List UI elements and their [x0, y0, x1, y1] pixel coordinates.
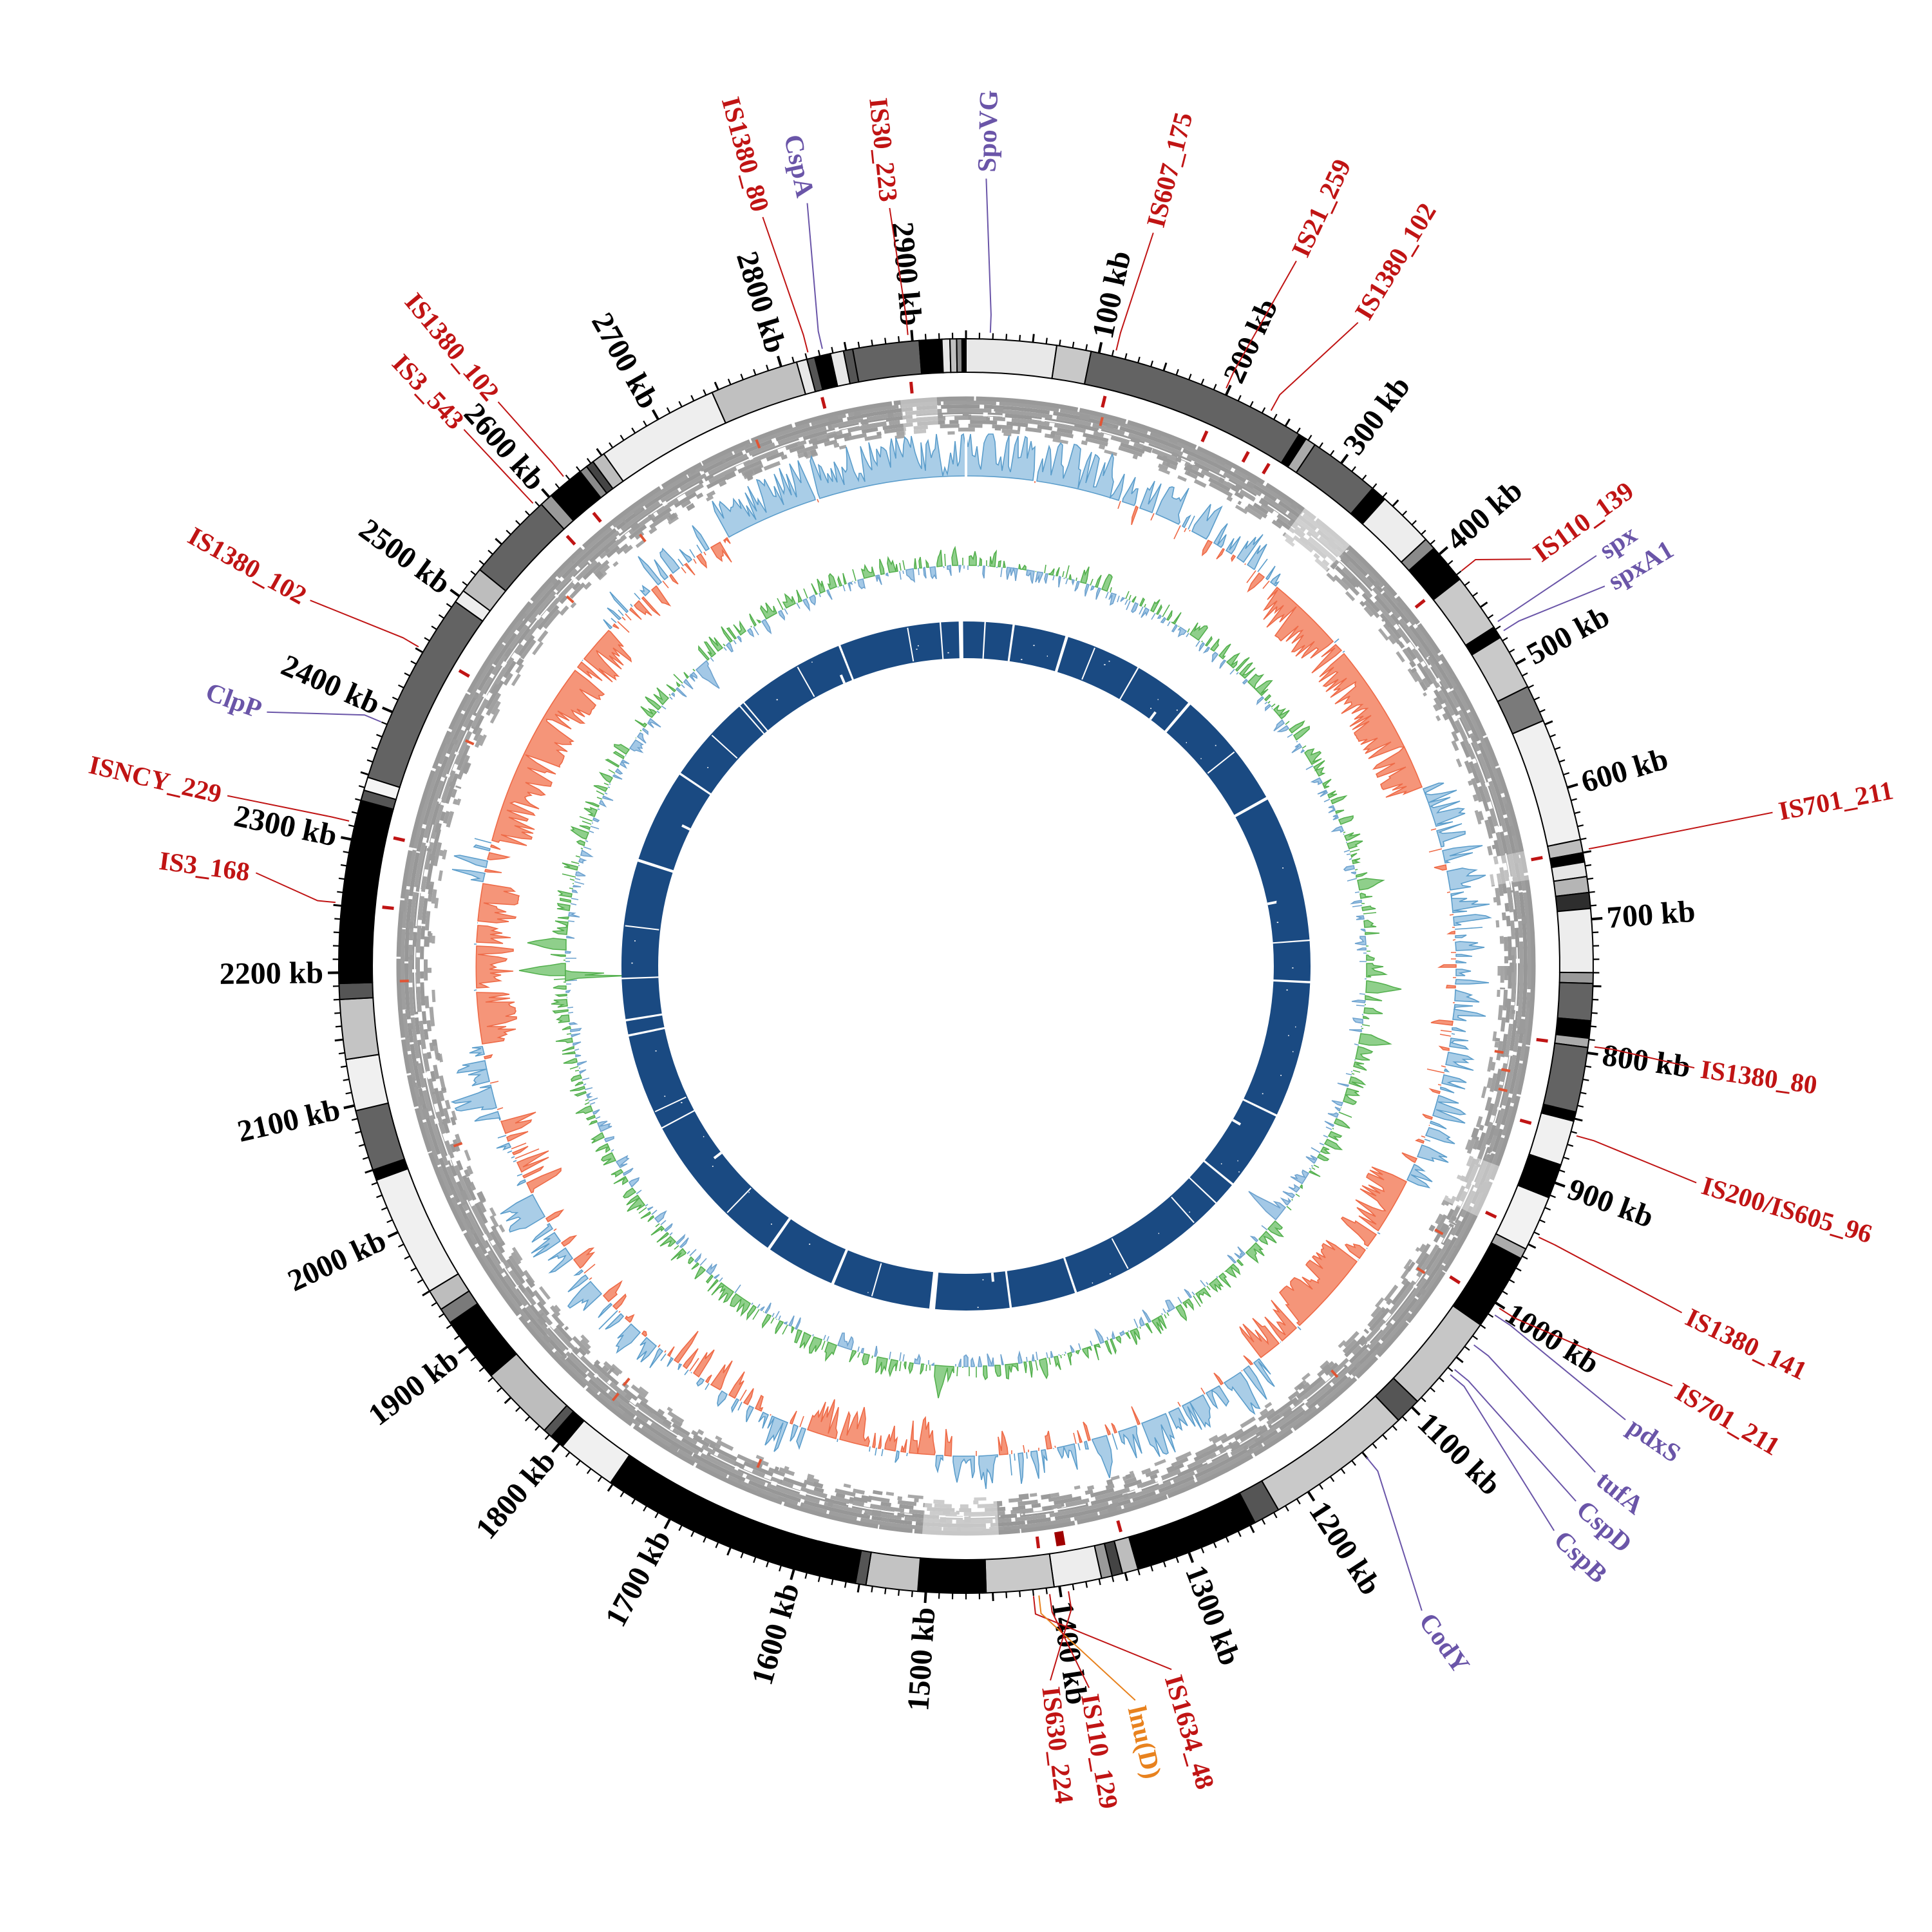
svg-text:SpoVG: SpoVG — [972, 90, 1003, 173]
svg-text:2200 kb: 2200 kb — [219, 956, 323, 991]
svg-text:700 kb: 700 kb — [1605, 895, 1696, 935]
svg-text:1500 kb: 1500 kb — [901, 1606, 942, 1712]
